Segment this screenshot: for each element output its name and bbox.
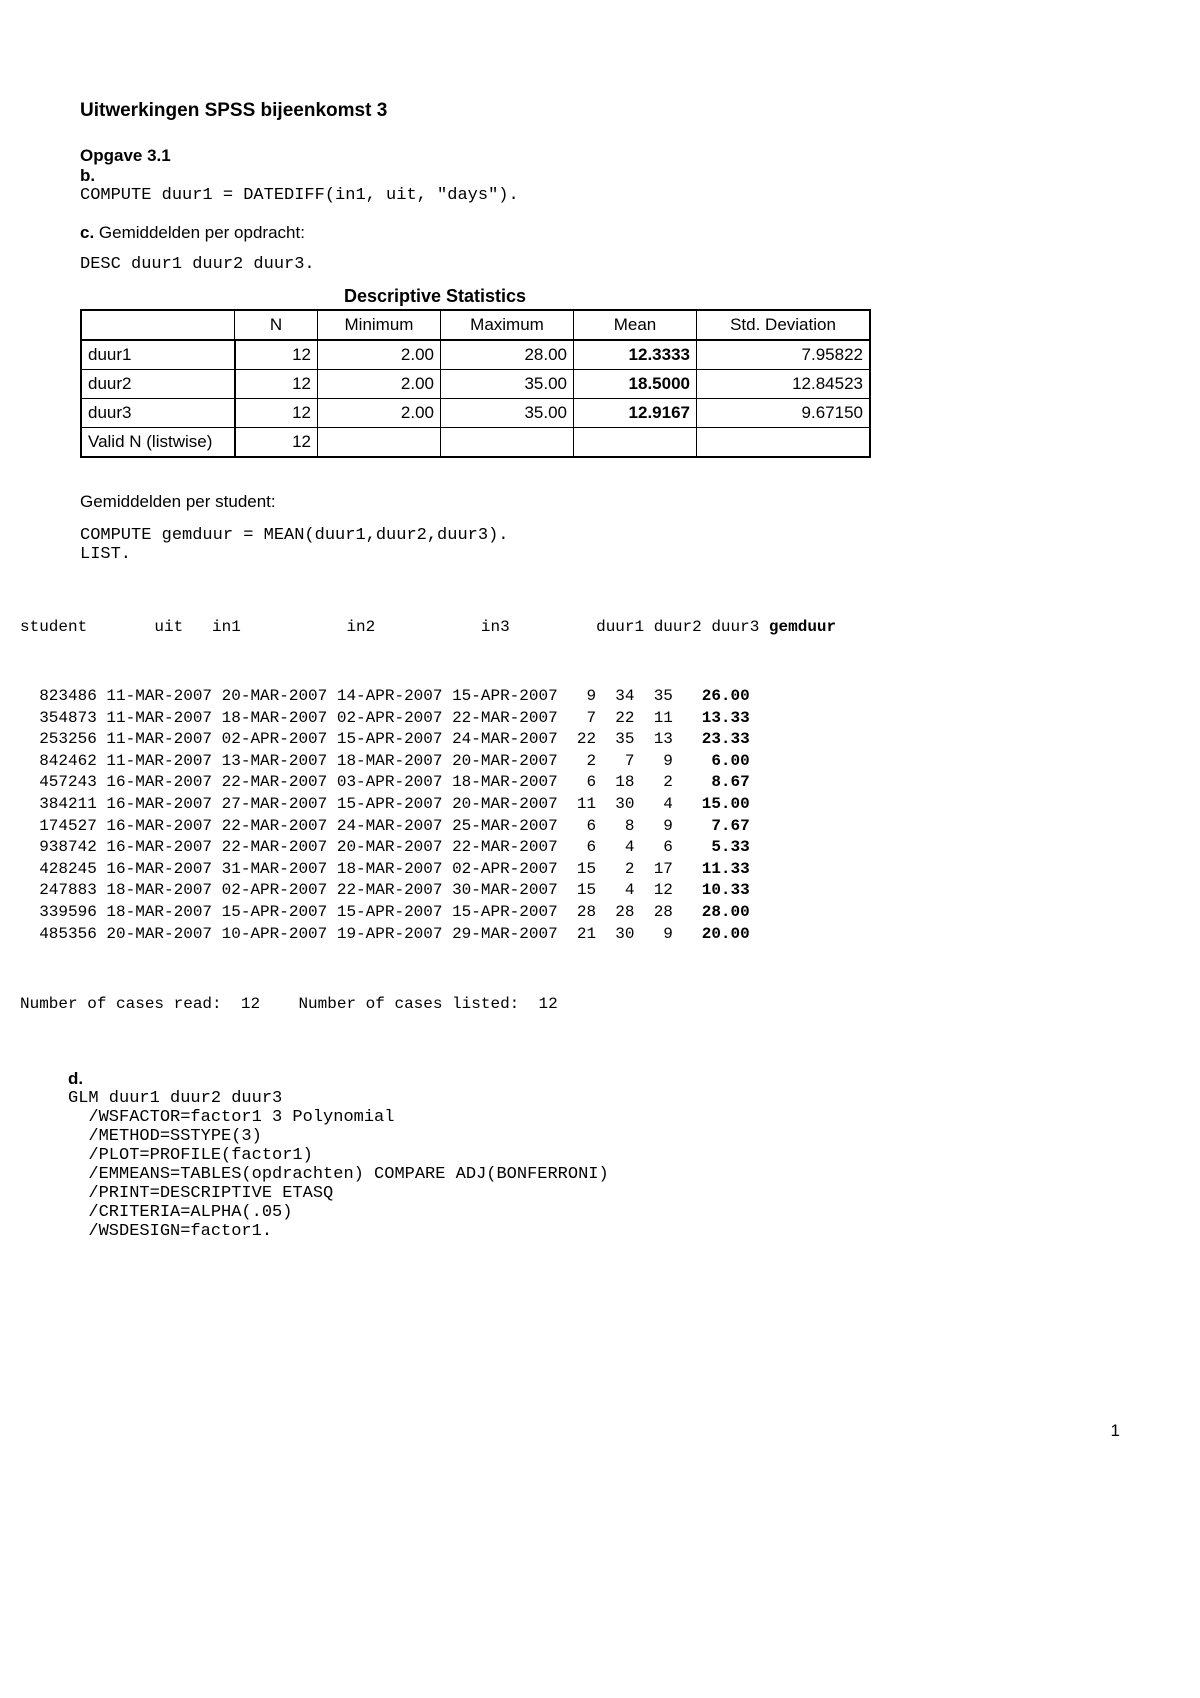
list-row: 384211 16-MAR-2007 27-MAR-2007 15-APR-20… (20, 794, 1120, 816)
table-row: Valid N (listwise) 12 (81, 428, 870, 458)
col-std-deviation: Std. Deviation (697, 310, 871, 340)
row-label: duur2 (81, 370, 235, 399)
cell-min: 2.00 (318, 370, 441, 399)
cell-mean: 12.3333 (574, 340, 697, 370)
list-output: student uit in1 in2 in3 duur1 duur2 duur… (20, 564, 1120, 1049)
row-label: duur1 (81, 340, 235, 370)
cell-mean (574, 428, 697, 458)
list-rows: 823486 11-MAR-2007 20-MAR-2007 14-APR-20… (20, 686, 1120, 945)
cell-max: 35.00 (441, 399, 574, 428)
section-c-label: c. (80, 223, 94, 242)
col-maximum: Maximum (441, 310, 574, 340)
list-row: 339596 18-MAR-2007 15-APR-2007 15-APR-20… (20, 902, 1120, 924)
cell-max: 35.00 (441, 370, 574, 399)
cell-n: 12 (235, 399, 318, 428)
per-student-heading: Gemiddelden per student: (80, 492, 1120, 512)
section-d-code: GLM duur1 duur2 duur3 /WSFACTOR=factor1 … (68, 1089, 1120, 1241)
list-row: 253256 11-MAR-2007 02-APR-2007 15-APR-20… (20, 729, 1120, 751)
cell-mean: 18.5000 (574, 370, 697, 399)
cell-min: 2.00 (318, 340, 441, 370)
opgave-heading: Opgave 3.1 (80, 146, 1120, 166)
row-label: Valid N (listwise) (81, 428, 235, 458)
cell-n: 12 (235, 370, 318, 399)
section-b-label: b. (80, 166, 95, 185)
list-row: 247883 18-MAR-2007 02-APR-2007 22-MAR-20… (20, 880, 1120, 902)
table-corner (81, 310, 235, 340)
per-student-code: COMPUTE gemduur = MEAN(duur1,duur2,duur3… (80, 526, 1120, 564)
cell-sd: 9.67150 (697, 399, 871, 428)
col-minimum: Minimum (318, 310, 441, 340)
cell-n: 12 (235, 428, 318, 458)
descriptive-statistics-table: N Minimum Maximum Mean Std. Deviation du… (80, 309, 871, 458)
list-row: 354873 11-MAR-2007 18-MAR-2007 02-APR-20… (20, 708, 1120, 730)
section-c-heading: c. Gemiddelden per opdracht: (80, 223, 1120, 243)
section-d-label: d. (68, 1069, 83, 1088)
cell-sd: 7.95822 (697, 340, 871, 370)
row-label: duur3 (81, 399, 235, 428)
cell-n: 12 (235, 340, 318, 370)
page-title: Uitwerkingen SPSS bijeenkomst 3 (80, 100, 1120, 122)
cell-sd: 12.84523 (697, 370, 871, 399)
list-row: 428245 16-MAR-2007 31-MAR-2007 18-MAR-20… (20, 859, 1120, 881)
list-row: 485356 20-MAR-2007 10-APR-2007 19-APR-20… (20, 924, 1120, 946)
cell-sd (697, 428, 871, 458)
cell-max (441, 428, 574, 458)
section-c-text: Gemiddelden per opdracht: (94, 223, 305, 242)
list-row: 938742 16-MAR-2007 22-MAR-2007 20-MAR-20… (20, 837, 1120, 859)
list-row: 457243 16-MAR-2007 22-MAR-2007 03-APR-20… (20, 772, 1120, 794)
section-d: d. GLM duur1 duur2 duur3 /WSFACTOR=facto… (68, 1069, 1120, 1241)
table-row: duur1 12 2.00 28.00 12.3333 7.95822 (81, 340, 870, 370)
list-header: student uit in1 in2 in3 duur1 duur2 duur… (20, 618, 1120, 636)
section-b-code: COMPUTE duur1 = DATEDIFF(in1, uit, "days… (80, 186, 1120, 205)
table-header-row: N Minimum Maximum Mean Std. Deviation (81, 310, 870, 340)
list-row: 842462 11-MAR-2007 13-MAR-2007 18-MAR-20… (20, 751, 1120, 773)
cell-mean: 12.9167 (574, 399, 697, 428)
list-footer: Number of cases read: 12 Number of cases… (20, 995, 1120, 1013)
list-row: 174527 16-MAR-2007 22-MAR-2007 24-MAR-20… (20, 816, 1120, 838)
document-page: Uitwerkingen SPSS bijeenkomst 3 Opgave 3… (0, 0, 1200, 1481)
col-n: N (235, 310, 318, 340)
table-row: duur2 12 2.00 35.00 18.5000 12.84523 (81, 370, 870, 399)
col-mean: Mean (574, 310, 697, 340)
list-row: 823486 11-MAR-2007 20-MAR-2007 14-APR-20… (20, 686, 1120, 708)
page-number: 1 (80, 1421, 1120, 1441)
table-row: duur3 12 2.00 35.00 12.9167 9.67150 (81, 399, 870, 428)
cell-max: 28.00 (441, 340, 574, 370)
cell-min: 2.00 (318, 399, 441, 428)
table-title: Descriptive Statistics (80, 286, 790, 307)
cell-min (318, 428, 441, 458)
section-c-code: DESC duur1 duur2 duur3. (80, 255, 1120, 274)
